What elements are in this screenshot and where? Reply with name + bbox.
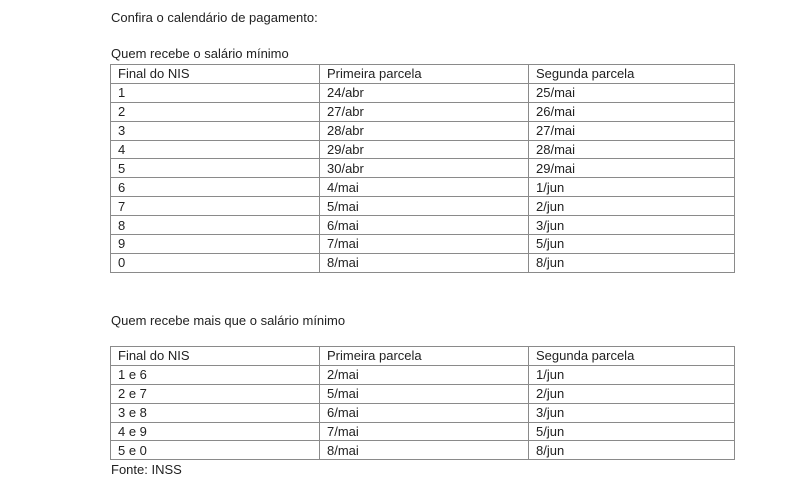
table-cell: 5/jun: [528, 234, 735, 254]
table-cell: 30/abr: [319, 158, 529, 179]
table-cell: 25/mai: [528, 82, 735, 103]
table-cell: 27/abr: [319, 101, 529, 122]
table-cell: 7/mai: [319, 421, 529, 442]
table-cell: 4/mai: [319, 177, 529, 198]
source-note: Fonte: INSS: [111, 462, 182, 477]
table-cell: 5/mai: [319, 383, 529, 404]
above-minimum-wage-schedule-table: Final do NIS Primeira parcela Segunda parc…: [110, 346, 735, 461]
table-cell: 5: [110, 158, 320, 179]
table-cell: 3/jun: [528, 402, 735, 423]
table-row: 1 24/abr 25/mai: [110, 82, 735, 103]
table-cell: 6/mai: [319, 402, 529, 423]
table-row: 5 e 0 8/mai 8/jun: [110, 440, 735, 461]
table2-caption: Quem recebe mais que o salário mínimo: [111, 313, 346, 328]
table-cell: 5 e 0: [110, 440, 320, 461]
table-row: 2 e 7 5/mai 2/jun: [110, 383, 735, 404]
table-cell: 7/mai: [319, 234, 529, 254]
table-row: 1 e 6 2/mai 1/jun: [110, 364, 735, 385]
table-cell: 24/abr: [319, 82, 529, 103]
table-cell: 5/mai: [319, 196, 529, 217]
table-cell: 8: [110, 215, 320, 236]
table-cell: 0: [110, 252, 320, 273]
table-cell: 5/jun: [528, 421, 735, 442]
table-cell: 4 e 9: [110, 421, 320, 442]
table-cell: 1/jun: [528, 364, 735, 385]
table-cell: 29/abr: [319, 139, 529, 160]
header-cell: Final do NIS: [110, 346, 320, 366]
table-row: 4 29/abr 28/mai: [110, 139, 735, 160]
header-cell: Primeira parcela: [319, 346, 529, 366]
table-cell: 3 e 8: [110, 402, 320, 423]
table-cell: 28/mai: [528, 139, 735, 160]
table-cell: 4: [110, 139, 320, 160]
table-cell: 8/jun: [528, 252, 735, 273]
table-cell: 7: [110, 196, 320, 217]
minimum-wage-schedule-table: Final do NIS Primeira parcela Segunda parc…: [110, 64, 735, 273]
table-cell: 9: [110, 234, 320, 254]
table-row: 7 5/mai 2/jun: [110, 196, 735, 217]
table-cell: 6: [110, 177, 320, 198]
table-cell: 1 e 6: [110, 364, 320, 385]
table-row: 6 4/mai 1/jun: [110, 177, 735, 198]
table-row: 9 7/mai 5/jun: [110, 234, 735, 254]
table-row: 4 e 9 7/mai 5/jun: [110, 421, 735, 442]
header-cell: Final do NIS: [110, 64, 320, 84]
table-row: 0 8/mai 8/jun: [110, 252, 735, 273]
table-cell: 26/mai: [528, 101, 735, 122]
table-cell: 29/mai: [528, 158, 735, 179]
intro-text: Confira o calendário de pagamento:: [111, 10, 318, 25]
table-cell: 3: [110, 120, 320, 141]
table-row: 3 e 8 6/mai 3/jun: [110, 402, 735, 423]
header-row: Final do NIS Primeira parcela Segunda parc…: [110, 346, 735, 366]
table-cell: 1/jun: [528, 177, 735, 198]
table-cell: 27/mai: [528, 120, 735, 141]
table-cell: 1: [110, 82, 320, 103]
table-cell: 8/mai: [319, 252, 529, 273]
table-row: 5 30/abr 29/mai: [110, 158, 735, 179]
table1-caption: Quem recebe o salário mínimo: [111, 46, 289, 61]
table-cell: 2/jun: [528, 383, 735, 404]
table-cell: 6/mai: [319, 215, 529, 236]
table-cell: 2 e 7: [110, 383, 320, 404]
table-row: 2 27/abr 26/mai: [110, 101, 735, 122]
table-cell: 2/mai: [319, 364, 529, 385]
table-row: 8 6/mai 3/jun: [110, 215, 735, 236]
table-cell: 8/mai: [319, 440, 529, 461]
table-cell: 2: [110, 101, 320, 122]
header-cell: Segunda parcela: [528, 64, 735, 84]
table-cell: 2/jun: [528, 196, 735, 217]
table-cell: 28/abr: [319, 120, 529, 141]
table-cell: 3/jun: [528, 215, 735, 236]
header-row: Final do NIS Primeira parcela Segunda parc…: [110, 64, 735, 84]
table-cell: 8/jun: [528, 440, 735, 461]
header-cell: Primeira parcela: [319, 64, 529, 84]
table-row: 3 28/abr 27/mai: [110, 120, 735, 141]
header-cell: Segunda parcela: [528, 346, 735, 366]
